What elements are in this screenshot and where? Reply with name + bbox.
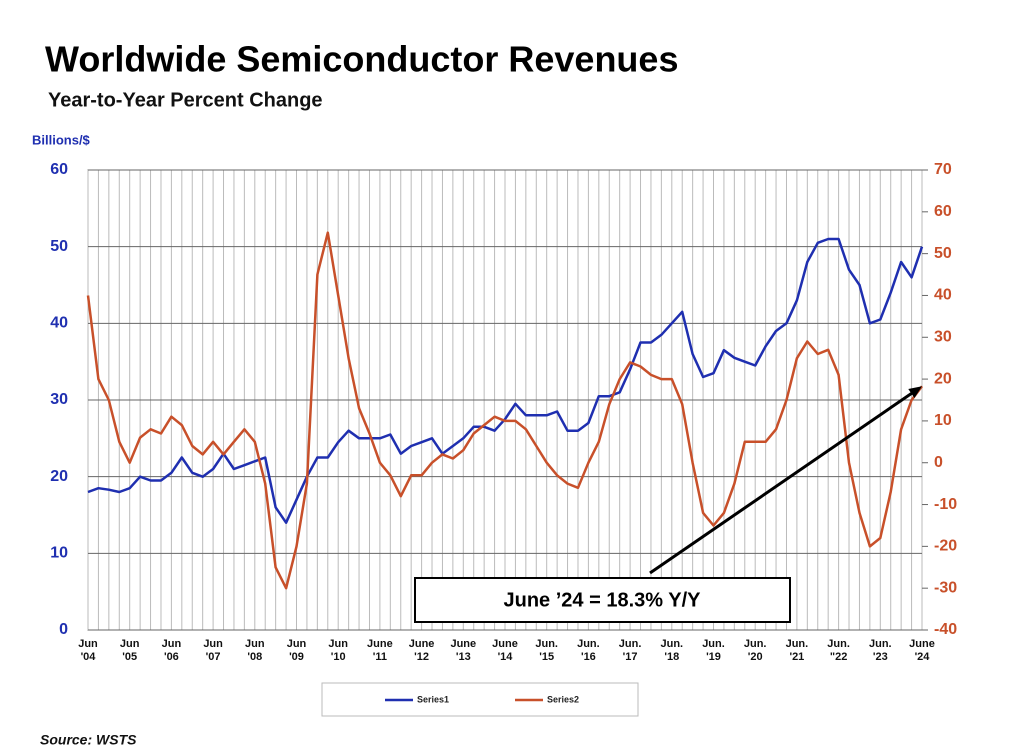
y-tick-label: 40 <box>50 315 68 332</box>
y-tick-label: 10 <box>50 545 68 562</box>
series-line <box>87 237 924 524</box>
x-tick-label: Jun. '19 <box>702 638 725 663</box>
annotation: June ’24 = 18.3% Y/Y <box>504 589 702 611</box>
x-tick-label: Jun. '18 <box>660 638 684 663</box>
y2-tick-label: -30 <box>934 579 957 596</box>
y-tick-label: 0 <box>59 621 68 638</box>
x-tick-label: June '24 <box>909 638 935 663</box>
annotation-arrow <box>649 389 917 575</box>
x-tick-label: Jun '06 <box>161 638 182 663</box>
x-tick-label: Jun. '23 <box>868 638 892 663</box>
x-tick-label: Jun. '16 <box>577 638 600 663</box>
annotation-box <box>414 577 791 623</box>
x-tick-label: Jun. '15 <box>535 638 558 663</box>
y-tick-label: 30 <box>50 391 68 408</box>
y-tick-label: 50 <box>50 238 68 255</box>
y-tick-label: 20 <box>50 468 68 485</box>
x-tick-label: Jun. '17 <box>618 638 642 663</box>
x-tick-label: Jun '07 <box>203 638 223 663</box>
y2-tick-label: 0 <box>934 454 943 471</box>
legend-label: Series1 <box>417 694 449 704</box>
y-tick-label: 60 <box>50 161 68 178</box>
y2-tick-label: 60 <box>934 203 952 220</box>
x-tick-label: Jun. '20 <box>743 638 767 663</box>
legend-box <box>321 682 639 717</box>
y2-tick-label: -10 <box>934 496 957 513</box>
y2-tick-label: 20 <box>934 370 952 387</box>
y-axis-label: Billions/$ <box>32 132 91 147</box>
series-line <box>86 231 923 590</box>
legend-label: Series2 <box>547 694 579 704</box>
y2-tick-label: 70 <box>934 161 952 178</box>
x-tick-label: Jun '04 <box>78 638 98 663</box>
x-tick-label: Jun '10 <box>328 638 348 663</box>
x-tick-label: June '14 <box>492 638 518 663</box>
x-tick-label: June '11 <box>367 638 393 663</box>
chart-subtitle: Year-to-Year Percent Change <box>48 89 323 111</box>
y2-tick-label: -40 <box>934 621 957 638</box>
y2-tick-label: 50 <box>934 245 952 262</box>
x-tick-label: Jun '05 <box>119 638 140 663</box>
x-tick-label: June '13 <box>450 638 477 663</box>
chart-title: Worldwide Semiconductor Revenues <box>45 39 678 80</box>
x-tick-label: June '12 <box>408 638 435 663</box>
arrow-head <box>908 386 922 398</box>
x-tick-label: Jun '09 <box>286 638 307 663</box>
y2-tick-label: 30 <box>934 328 952 345</box>
y2-tick-label: -20 <box>934 538 957 555</box>
x-tick-label: Jun. "22 <box>827 638 850 663</box>
x-tick-label: Jun. '21 <box>785 638 809 663</box>
y2-tick-label: 40 <box>934 287 952 304</box>
x-tick-label: Jun '08 <box>245 638 265 663</box>
source: Source: WSTS <box>40 732 137 748</box>
y2-tick-label: 10 <box>934 412 952 429</box>
